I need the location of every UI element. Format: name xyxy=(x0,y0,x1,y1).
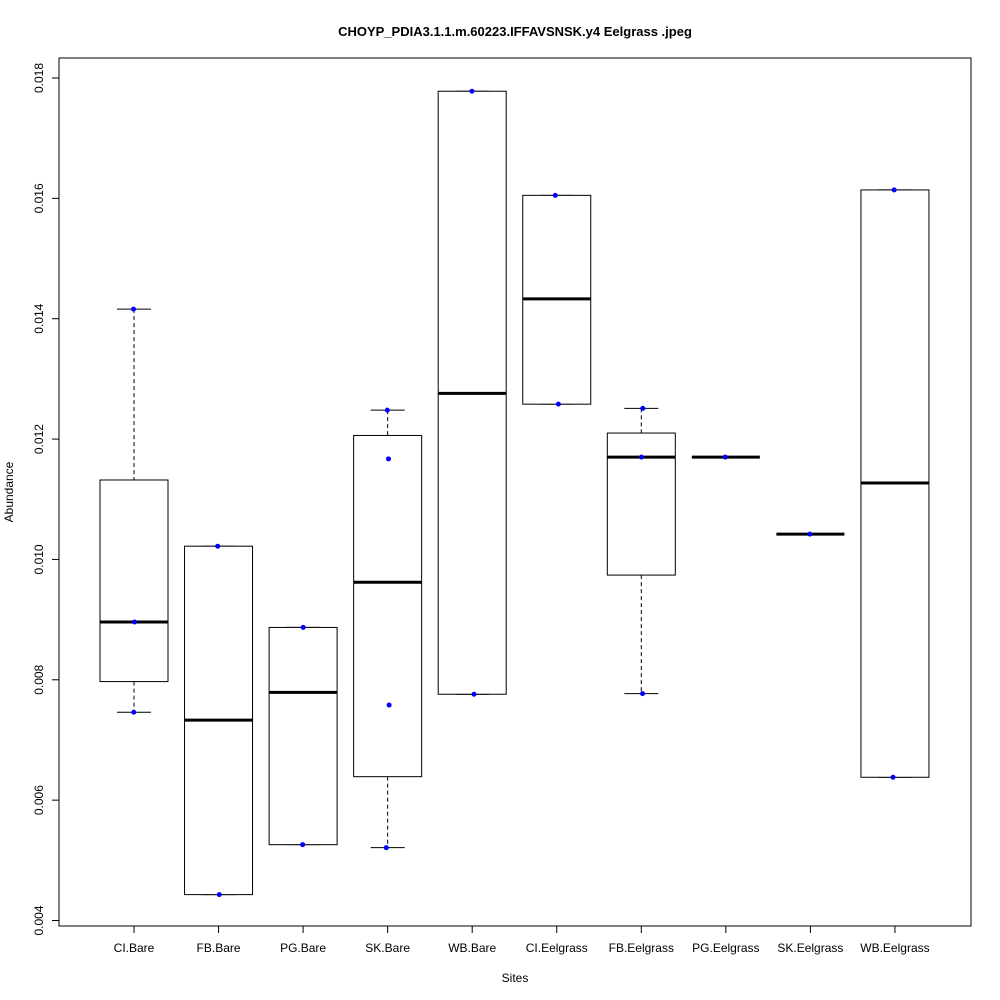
y-axis-label: Abundance xyxy=(2,461,16,522)
data-point xyxy=(640,406,645,411)
data-point xyxy=(472,692,477,697)
box xyxy=(607,433,675,575)
y-tick-label: 0.014 xyxy=(32,303,46,333)
x-tick-label: WB.Eelgrass xyxy=(860,941,929,955)
data-point xyxy=(891,775,896,780)
x-tick-label: FB.Eelgrass xyxy=(609,941,674,955)
x-tick-label: WB.Bare xyxy=(448,941,496,955)
x-axis-label: Sites xyxy=(502,971,529,985)
data-point xyxy=(215,544,220,549)
data-point xyxy=(807,532,812,537)
data-point xyxy=(640,691,645,696)
data-point xyxy=(217,892,222,897)
data-point xyxy=(553,193,558,198)
data-point xyxy=(639,455,644,460)
x-tick-label: CI.Eelgrass xyxy=(526,941,588,955)
boxplot-chart: CHOYP_PDIA3.1.1.m.60223.IFFAVSNSK.y4 Eel… xyxy=(0,0,1000,1000)
box xyxy=(100,480,168,682)
x-tick-label: PG.Bare xyxy=(280,941,326,955)
data-point xyxy=(386,456,391,461)
data-point xyxy=(387,703,392,708)
x-tick-label: SK.Eelgrass xyxy=(777,941,843,955)
chart-title: CHOYP_PDIA3.1.1.m.60223.IFFAVSNSK.y4 Eel… xyxy=(338,24,692,39)
y-tick-label: 0.018 xyxy=(32,63,46,93)
data-point xyxy=(131,710,136,715)
x-tick-label: SK.Bare xyxy=(365,941,410,955)
data-point xyxy=(300,842,305,847)
data-point xyxy=(723,455,728,460)
box xyxy=(354,435,422,776)
y-tick-label: 0.004 xyxy=(32,905,46,935)
data-point xyxy=(556,402,561,407)
data-point xyxy=(384,845,389,850)
y-tick-label: 0.016 xyxy=(32,183,46,213)
x-tick-label: PG.Eelgrass xyxy=(692,941,759,955)
x-tick-label: CI.Bare xyxy=(114,941,155,955)
y-tick-label: 0.012 xyxy=(32,424,46,454)
data-point xyxy=(132,620,137,625)
data-point xyxy=(892,187,897,192)
data-point xyxy=(469,89,474,94)
box xyxy=(269,627,337,844)
y-tick-label: 0.008 xyxy=(32,664,46,694)
data-point xyxy=(131,307,136,312)
data-point xyxy=(301,625,306,630)
x-tick-label: FB.Bare xyxy=(197,941,241,955)
y-tick-label: 0.006 xyxy=(32,785,46,815)
data-point xyxy=(385,408,390,413)
y-tick-label: 0.010 xyxy=(32,544,46,574)
